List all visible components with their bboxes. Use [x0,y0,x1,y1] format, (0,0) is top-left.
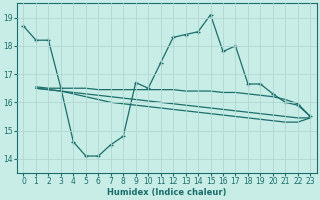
X-axis label: Humidex (Indice chaleur): Humidex (Indice chaleur) [107,188,227,197]
